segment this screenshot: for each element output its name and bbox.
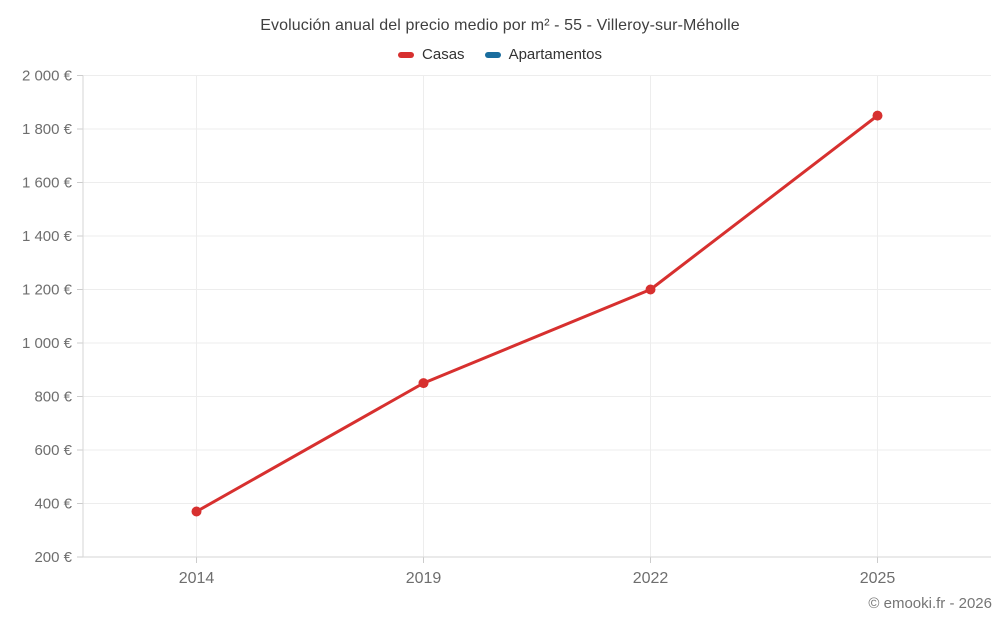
ytick-label-1600: 1 600 € bbox=[22, 175, 73, 192]
legend-item-casas[interactable]: Casas bbox=[398, 46, 465, 63]
legend-item-apartamentos[interactable]: Apartamentos bbox=[484, 46, 602, 63]
chart-title: Evolución anual del precio medio por m² … bbox=[260, 17, 740, 34]
xtick-label-2022: 2022 bbox=[633, 570, 669, 587]
data-point-casas-2014[interactable] bbox=[191, 506, 202, 517]
legend-swatch-casas-icon bbox=[398, 51, 415, 58]
series bbox=[191, 110, 883, 517]
gridlines bbox=[83, 75, 991, 557]
data-point-casas-2025[interactable] bbox=[872, 110, 883, 121]
data-point-casas-2022[interactable] bbox=[645, 284, 656, 295]
legend-label-casas: Casas bbox=[422, 46, 465, 63]
ytick-label-1800: 1 800 € bbox=[22, 121, 73, 138]
legend: Casas Apartamentos bbox=[0, 46, 1000, 63]
ytick-label-600: 600 € bbox=[34, 442, 72, 459]
ytick-label-200: 200 € bbox=[34, 549, 72, 566]
ytick-label-1000: 1 000 € bbox=[22, 335, 73, 352]
credit-link[interactable]: © emooki.fr - 2026 bbox=[868, 595, 992, 612]
legend-label-apartamentos: Apartamentos bbox=[508, 46, 602, 63]
ytick-label-1200: 1 200 € bbox=[22, 282, 73, 299]
axis-labels: 200 € 400 € 600 € 800 € 1 000 € 1 200 € 1 400 … bbox=[22, 68, 895, 588]
ytick-label-1400: 1 400 € bbox=[22, 228, 73, 245]
xtick-label-2025: 2025 bbox=[860, 570, 896, 587]
legend-swatch-apartamentos-icon bbox=[484, 51, 501, 58]
series-line-casas bbox=[195, 114, 879, 514]
xtick-label-2014: 2014 bbox=[179, 570, 215, 587]
ytick-label-800: 800 € bbox=[34, 389, 72, 406]
xtick-label-2019: 2019 bbox=[406, 570, 442, 587]
ytick-label-2000: 2 000 € bbox=[22, 68, 73, 85]
ytick-label-400: 400 € bbox=[34, 496, 72, 513]
axes bbox=[77, 75, 991, 563]
data-point-casas-2019[interactable] bbox=[418, 378, 429, 389]
